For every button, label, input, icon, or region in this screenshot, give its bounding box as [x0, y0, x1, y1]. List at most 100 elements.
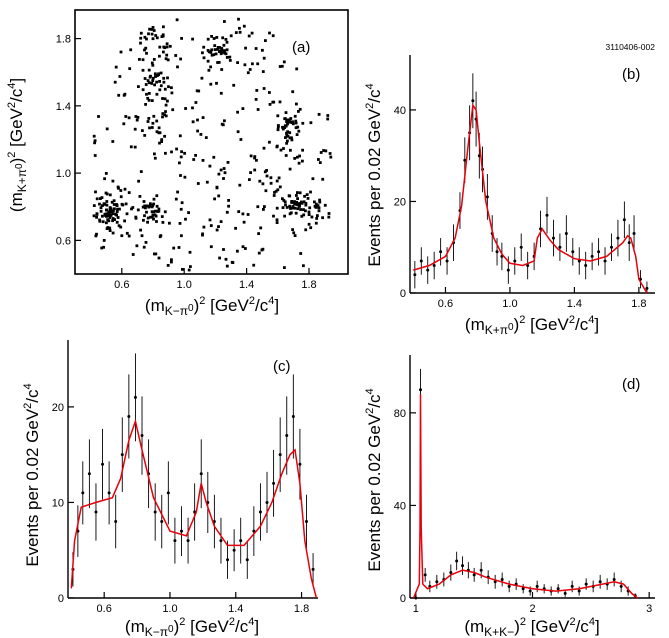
panel-a-scatter-point — [280, 64, 284, 68]
panel-c-fit-curve — [70, 418, 318, 599]
panel-a-scatter-point — [288, 136, 292, 140]
panel-a-x-tick-label: 1.0 — [177, 279, 192, 291]
panel-a-scatter-point — [162, 50, 165, 54]
panel-b-data-point — [564, 232, 568, 235]
panel-a-scatter-point — [217, 194, 221, 198]
panel-d-fit-curve — [412, 394, 638, 599]
panel-a-scatter-point — [281, 206, 285, 209]
panel-a-scatter-point — [115, 213, 118, 217]
panel-a-scatter-point — [187, 268, 191, 272]
panel-c-y-tick-label: 0 — [58, 593, 64, 605]
panel-a-scatter-point — [95, 213, 99, 216]
panel-a-scatter-point — [127, 234, 131, 238]
panel-a-scatter-point — [321, 177, 325, 181]
panel-b-data-point — [609, 245, 613, 249]
panel-a-scatter-point — [146, 96, 150, 100]
panel-a-scatter-point — [152, 114, 156, 118]
panel-a-scatter-point — [124, 202, 128, 206]
panel-a-scatter-point — [139, 41, 142, 45]
panel-a-scatter-point — [189, 265, 192, 268]
figure-code: 3110406-002 — [606, 42, 656, 52]
panel-a-scatter-point — [274, 189, 278, 193]
panel-a-x-tick-label: 0.6 — [114, 279, 129, 291]
panel-c-data-point — [239, 539, 243, 543]
panel-a-scatter-point — [143, 134, 147, 137]
panel-a-scatter-point — [291, 205, 295, 208]
panel-b-data-point — [519, 245, 523, 249]
panel-a-scatter-point — [290, 138, 294, 142]
panel-a-scatter-point — [255, 158, 258, 162]
panel-a-scatter-point — [107, 219, 111, 223]
panel-a-scatter-point — [284, 203, 287, 207]
panel-a-scatter-point — [196, 182, 200, 185]
panel-b-data-point — [445, 259, 449, 263]
panel-a-scatter-point — [286, 120, 290, 124]
panel-a-scatter-point — [258, 179, 262, 183]
panel-a-scatter-point — [285, 141, 288, 145]
panel-d-data-point — [507, 584, 511, 588]
panel-a-scatter-point — [283, 117, 287, 121]
panel-a-scatter-point — [326, 117, 330, 121]
panel-d-x-axis-label: (mK+K−)2 [GeV2/c4] — [464, 616, 599, 638]
panel-a-scatter-point — [100, 246, 104, 250]
panel-a-scatter-point — [253, 156, 256, 160]
panel-d-ticks: 1 2 3 0 40 80 — [394, 408, 652, 615]
panel-a-scatter-point — [147, 92, 151, 95]
panel-a-scatter-point — [163, 97, 167, 101]
panel-a-scatter-point — [135, 118, 139, 122]
panel-a-scatter-point — [214, 52, 218, 56]
panel-a-scatter-point — [284, 136, 287, 139]
panel-a-scatter-point — [202, 45, 206, 49]
panel-a-scatter-point — [293, 234, 297, 237]
panel-a-scatter-point — [222, 248, 225, 251]
panel-a-scatter-point — [285, 206, 289, 209]
panel-d-data-point — [435, 580, 439, 584]
panel-d-data-point — [535, 584, 539, 588]
panel-a-scatter-point — [141, 58, 145, 62]
panel-a-scatter-point — [166, 58, 170, 62]
panel-b-data-point — [485, 195, 489, 199]
panel-b-data-point — [463, 158, 467, 162]
panel-a-scatter-point — [97, 115, 100, 118]
panel-a-scatter-point — [98, 218, 101, 222]
panel-a-scatter-point — [294, 126, 298, 130]
panel-a-scatter-point — [225, 264, 229, 268]
panel-a-scatter-point — [111, 140, 115, 143]
panel-a-scatter-point — [302, 264, 305, 268]
panel-a-scatter-point — [205, 180, 209, 184]
panel-a-scatter-point — [201, 51, 204, 55]
panel-d-y-tick-label: 40 — [394, 500, 406, 512]
panel-a-scatter-point — [159, 84, 163, 88]
panel-a-scatter-point — [318, 198, 321, 202]
panel-a-scatter-point — [224, 257, 228, 261]
panel-a-scatter-point — [163, 87, 167, 91]
panel-a-scatter-point — [223, 51, 227, 55]
panel-a-scatter-point — [165, 42, 169, 46]
panel-a-scatter-point — [282, 60, 286, 64]
panel-a-scatter-point — [296, 197, 299, 200]
panel-a-scatter-point — [301, 159, 304, 163]
panel-a-scatter-point — [157, 126, 161, 130]
panel-a-scatter-point — [202, 225, 206, 229]
panel-a-scatter-point — [208, 218, 212, 222]
panel-a-scatter-point — [288, 204, 292, 208]
panel-a-scatter-point — [151, 121, 155, 125]
panel-a-scatter-point — [145, 210, 148, 214]
panel-a-scatter-point — [164, 57, 168, 61]
panel-a-scatter-point — [178, 161, 181, 165]
panel-a-scatter-point — [308, 206, 312, 210]
panel-c-x-tick-label: 1.8 — [294, 603, 309, 615]
panel-a-scatter-point — [139, 31, 143, 35]
panel-a-scatter-point — [289, 148, 292, 152]
panel-a-scatter-point — [92, 204, 96, 207]
panel-a-scatter-point — [141, 88, 145, 92]
panel-a-scatter-point — [279, 148, 283, 152]
panel-a-scatter-point — [162, 80, 166, 84]
panel-a-scatter-point — [102, 245, 105, 249]
panel-c-y-tick-label: 20 — [52, 402, 64, 414]
panel-a-scatter-point — [246, 213, 250, 216]
panel-a-scatter-point — [153, 83, 156, 87]
panel-b-data-point — [419, 259, 423, 263]
panel-a-scatter-point — [192, 158, 196, 161]
panel-a-scatter-point — [174, 197, 178, 201]
